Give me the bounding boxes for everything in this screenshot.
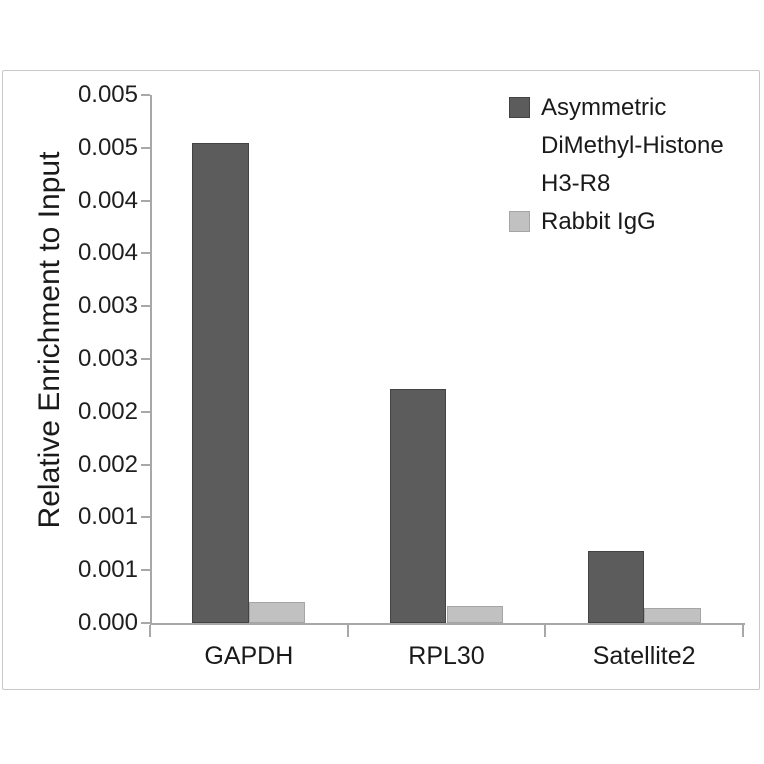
category-label-satellite2: Satellite2 (592, 642, 696, 670)
category-label-rpl30: RPL30 (408, 642, 485, 670)
y-axis-tick-label: 0.002 (77, 450, 138, 478)
y-axis-tick (141, 146, 150, 149)
bar-gapdh-series2 (248, 602, 306, 623)
y-axis-tick-label: 0.001 (77, 556, 138, 584)
y-axis-tick-label: 0.003 (77, 292, 138, 320)
legend-label-series2: Rabbit IgG (541, 208, 656, 235)
y-axis-tick (141, 516, 150, 519)
x-axis-tick (149, 625, 151, 637)
bar-rpl30-series1 (390, 389, 447, 623)
legend-item-series2: Rabbit IgG (509, 203, 754, 241)
y-axis-tick (141, 463, 150, 466)
y-axis-tick-label: 0.003 (77, 345, 138, 372)
plot-area (150, 95, 745, 625)
bar-gapdh-series1 (192, 143, 249, 623)
legend: Asymmetric DiMethyl-Histone H3-R8 Rabbit… (509, 89, 754, 241)
y-axis-tick (141, 199, 150, 202)
y-axis-tick-label: 0.005 (77, 133, 138, 161)
bar-satellite2-series2 (644, 608, 701, 623)
y-axis-tick (141, 622, 150, 624)
y-axis-tick (141, 305, 150, 308)
y-axis-tick-label: 0.000 (77, 609, 138, 636)
y-axis-tick-label: 0.004 (77, 239, 138, 267)
y-axis-tick-label: 0.005 (77, 81, 138, 108)
x-axis-tick (742, 625, 744, 637)
bar-rpl30-series2 (446, 606, 503, 623)
series2-swatch-icon (509, 211, 530, 232)
x-axis-tick (544, 625, 547, 637)
y-axis-title: Relative Enrichment to Input (33, 151, 66, 529)
legend-item-series1: Asymmetric DiMethyl-Histone H3-R8 (509, 89, 754, 203)
y-axis-tick-label: 0.001 (77, 503, 138, 531)
y-axis-tick-label: 0.004 (77, 186, 138, 214)
y-axis-tick (141, 410, 150, 413)
bar-satellite2-series1 (587, 551, 645, 623)
y-axis-tick-label: 0.002 (77, 397, 138, 425)
y-axis-tick (141, 358, 150, 360)
y-axis-tick (141, 252, 150, 255)
x-axis-tick (346, 625, 349, 637)
category-label-gapdh: GAPDH (204, 642, 294, 670)
series1-swatch-icon (509, 97, 530, 118)
y-axis-tick (141, 569, 150, 572)
y-axis-tick (141, 94, 150, 96)
legend-label-series1: Asymmetric DiMethyl-Histone H3-R8 (541, 94, 724, 197)
